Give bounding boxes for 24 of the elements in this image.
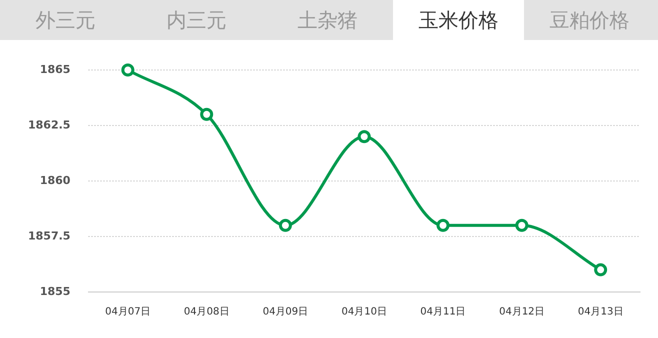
point [515,218,528,232]
y-tick-label: 1855 [40,284,70,298]
x-tick-label: 04月11日 [420,306,466,318]
text: 外三元 [34,7,96,34]
y-tick-label: 1857.5 [28,229,70,242]
x-tick-label: 04月10日 [341,306,387,318]
x-tick-label: 04月08日 [184,306,230,318]
point [436,218,450,232]
y-tick-label: 1865 [40,62,70,76]
point [358,130,371,144]
text: 内三元 [166,7,228,34]
point [121,64,134,76]
x-tick-label: 04月13日 [578,306,624,318]
x-tick-label: 04月12日 [499,306,545,318]
text: 土杂猪 [296,7,358,34]
text: 豆粕价格 [548,7,630,34]
point [278,218,292,232]
chart-title: 玉米价格 [393,0,524,40]
point [200,108,214,121]
y-tick-label: 1860 [40,174,71,187]
point [594,263,608,276]
y-tick-label: 1862.5 [28,118,70,132]
x-tick-label: 04月07日 [105,306,151,318]
x-tick-label: 04月09日 [262,306,308,318]
